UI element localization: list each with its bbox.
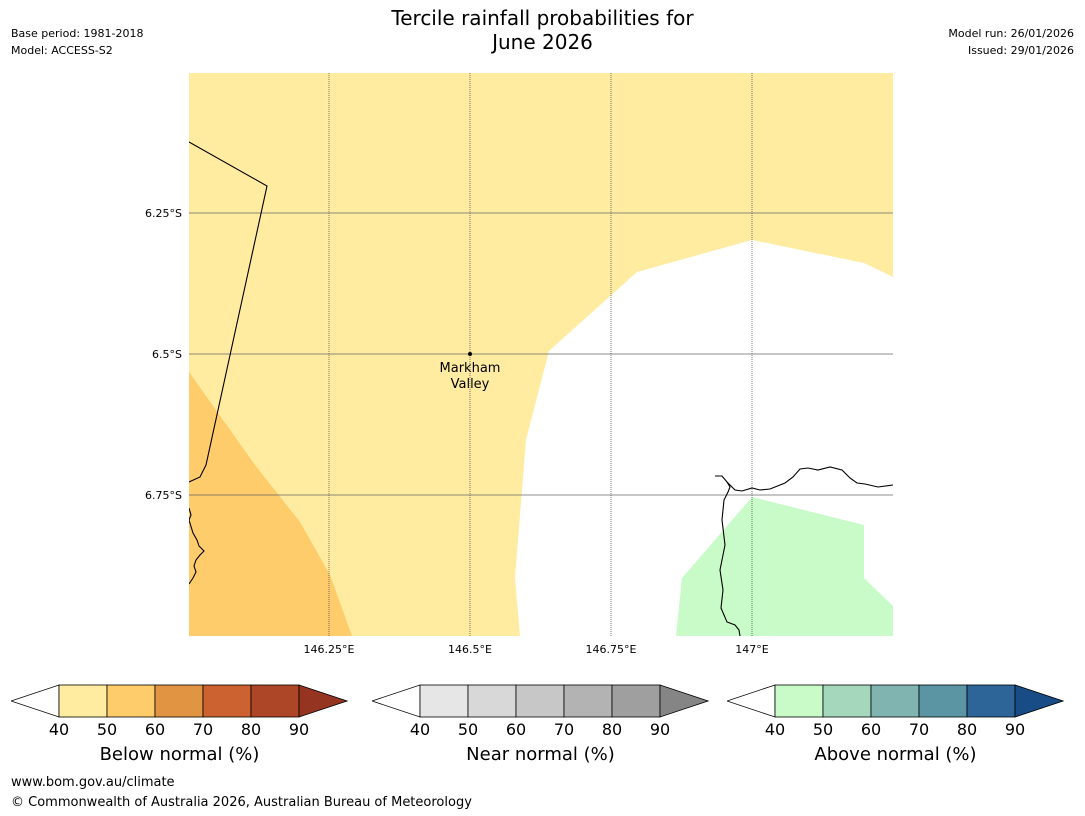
map-title: Tercile rainfall probabilities for June …	[0, 6, 1085, 54]
gridlines	[189, 73, 893, 636]
title-line-2: June 2026	[492, 30, 593, 54]
colorbar-segment	[563, 684, 613, 718]
colorbar-segment	[774, 684, 824, 718]
colorbar-near-normal-scale	[370, 684, 710, 718]
colorbar-above-normal-scale	[725, 684, 1065, 718]
colorbar-segment	[515, 684, 565, 718]
colorbar-above-normal-label: Above normal (%)	[814, 744, 977, 765]
lon-label-146.25e: 146.25°E	[304, 643, 355, 656]
lat-label-6.25s: 6.25°S	[145, 207, 182, 220]
coastline	[715, 466, 893, 492]
colorbar-above-normal: 40 50 60 70 80 90 Above normal (%)	[725, 684, 1065, 765]
map: Markham Valley 6.25°S 6.5°S 6.75°S 146.2…	[145, 73, 893, 656]
colorbar-segment	[467, 684, 517, 718]
lat-label-6.5s: 6.5°S	[152, 348, 182, 361]
lon-label-147e: 147°E	[735, 643, 768, 656]
footer-copyright: © Commonwealth of Australia 2026, Austra…	[11, 795, 472, 810]
colorbar-segment	[58, 684, 108, 718]
model-name: Model: ACCESS-S2	[11, 44, 113, 57]
colorbar-segment	[419, 684, 469, 718]
colorbar-min-extend	[725, 684, 776, 718]
place-label-line-1: Markham	[440, 361, 501, 376]
cb-above-tick-80: 80	[956, 720, 978, 739]
cb-near-tick-90: 90	[649, 720, 671, 739]
colorbar-min-extend	[370, 684, 421, 718]
region-above-normal-40-50	[676, 497, 893, 636]
lat-label-6.75s: 6.75°S	[145, 489, 182, 502]
metadata-right: Model run: 26/01/2026 Issued: 29/01/2026	[948, 25, 1074, 59]
cb-below-tick-60: 60	[144, 720, 166, 739]
cb-below-tick-80: 80	[240, 720, 262, 739]
lon-label-146.5e: 146.5°E	[448, 643, 492, 656]
cb-above-tick-40: 40	[764, 720, 786, 739]
colorbar-segment	[154, 684, 204, 718]
colorbar-segment	[966, 684, 1016, 718]
place-label-line-2: Valley	[451, 377, 490, 392]
region-below-normal-50-60	[189, 372, 352, 636]
cb-above-tick-60: 60	[860, 720, 882, 739]
colorbar-segment	[611, 684, 661, 718]
cb-above-tick-90: 90	[1004, 720, 1026, 739]
cb-near-tick-80: 80	[601, 720, 623, 739]
cb-below-tick-90: 90	[288, 720, 310, 739]
metadata-left: Base period: 1981-2018 Model: ACCESS-S2	[11, 25, 143, 59]
colorbar-below-normal: 40 50 60 70 80 90 Below normal (%)	[9, 684, 349, 765]
colorbar-max-extend	[298, 684, 349, 718]
markham-valley-marker	[468, 352, 472, 356]
colorbar-segment	[106, 684, 156, 718]
colorbar-segment	[918, 684, 968, 718]
cb-above-tick-50: 50	[812, 720, 834, 739]
colorbar-near-normal-label: Near normal (%)	[466, 744, 615, 765]
colorbar-segment	[870, 684, 920, 718]
region-boundary-line	[189, 141, 268, 483]
cb-below-tick-70: 70	[192, 720, 214, 739]
cb-near-tick-50: 50	[457, 720, 479, 739]
western-boundary-line	[189, 507, 205, 585]
colorbar-segment	[250, 684, 300, 718]
cb-near-tick-60: 60	[505, 720, 527, 739]
base-period: Base period: 1981-2018	[11, 27, 144, 40]
cb-below-tick-40: 40	[48, 720, 70, 739]
lon-label-146.75e: 146.75°E	[586, 643, 637, 656]
issued-date: Issued: 29/01/2026	[967, 44, 1074, 57]
colorbar-below-normal-label: Below normal (%)	[99, 744, 260, 765]
footer-url: www.bom.gov.au/climate	[11, 775, 175, 790]
cb-near-tick-40: 40	[409, 720, 431, 739]
colorbar-near-normal: 40 50 60 70 80 90 Near normal (%)	[370, 684, 710, 765]
colorbar-segment	[822, 684, 872, 718]
colorbar-max-extend	[1014, 684, 1065, 718]
colorbar-below-normal-scale	[9, 684, 349, 718]
cb-below-tick-50: 50	[96, 720, 118, 739]
colorbar-segment	[202, 684, 252, 718]
cb-near-tick-70: 70	[553, 720, 575, 739]
title-line-1: Tercile rainfall probabilities for	[391, 6, 694, 30]
cb-above-tick-70: 70	[908, 720, 930, 739]
river-line	[719, 481, 741, 636]
colorbar-min-extend	[9, 684, 60, 718]
colorbar-max-extend	[659, 684, 710, 718]
model-run-date: Model run: 26/01/2026	[948, 27, 1074, 40]
